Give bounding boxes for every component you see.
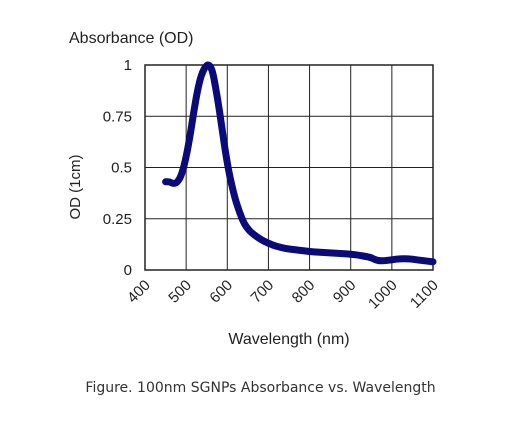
y-tick-labels: 0 0.25 0.5 0.75 1 [103,57,132,279]
y-tick-label: 0.25 [103,211,132,228]
x-tick-label: 900 [330,277,360,307]
y-axis-label: OD (1cm) [67,155,84,220]
y-tick-label: 0.5 [111,160,132,177]
y-tick-label: 1 [124,57,132,74]
y-tick-label: 0 [124,262,132,279]
grid-lines [144,64,434,271]
absorbance-series-line [162,61,437,266]
chart-title: Absorbance (OD) [69,30,194,47]
y-tick-label: 0.75 [103,108,132,125]
x-tick-label: 500 [165,277,195,307]
figure-caption: Figure. 100nm SGNPs Absorbance vs. Wavel… [85,380,436,396]
plot-border [144,64,434,271]
x-tick-label: 800 [289,277,319,307]
x-tick-labels: 400 500 600 700 800 900 1000 1100 [124,277,442,313]
x-tick-label: 1000 [365,277,401,313]
x-tick-label: 600 [206,277,236,307]
x-tick-label: 400 [124,277,154,307]
absorbance-chart: Absorbance (OD) 0 0.25 0.5 0.75 1 400 500 600 7… [67,30,442,348]
x-axis-label: Wavelength (nm) [228,331,349,348]
x-tick-label: 700 [248,277,278,307]
x-tick-label: 1100 [407,277,442,312]
